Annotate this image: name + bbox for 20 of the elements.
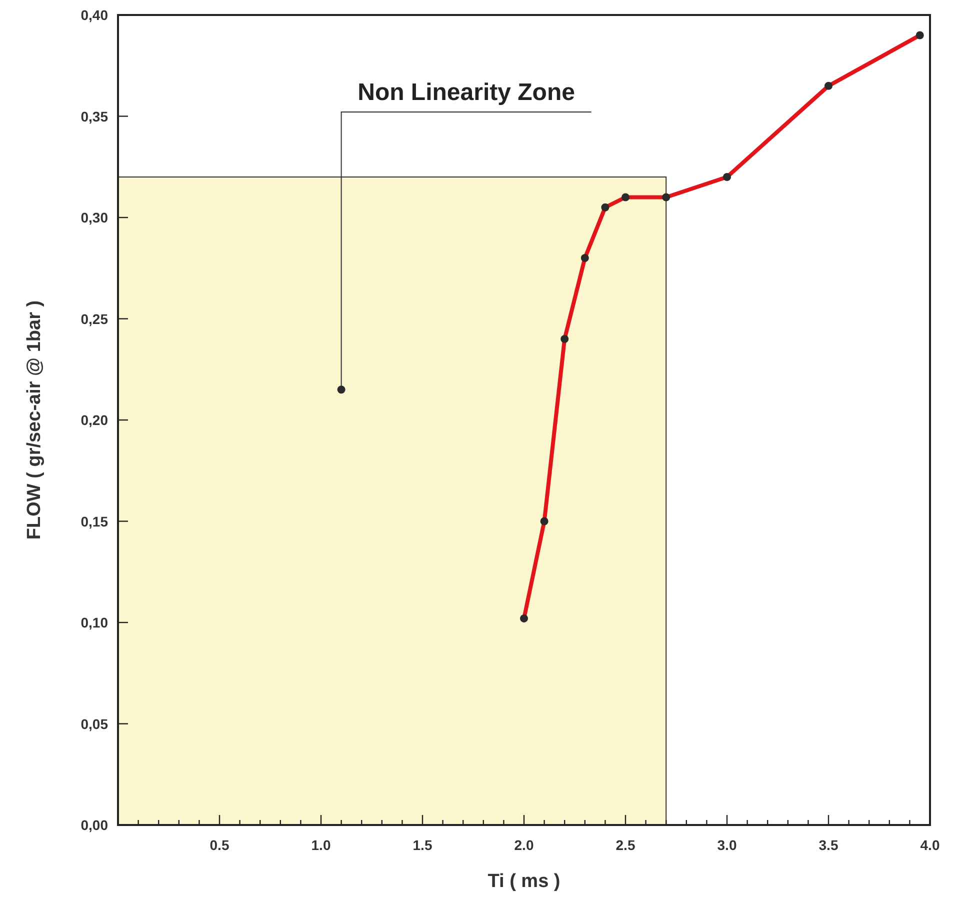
y-tick-label: 0,15: [80, 513, 108, 530]
y-tick-label: 0,10: [80, 614, 108, 630]
y-tick-label: 0,30: [80, 210, 108, 226]
x-axis-title: Ti ( ms ): [488, 871, 560, 892]
x-tick-label: 2.5: [616, 837, 636, 853]
x-tick-label: 0.5: [210, 837, 230, 853]
x-tick-label: 1.5: [412, 837, 432, 853]
x-tick-label: 1.0: [311, 837, 331, 853]
y-tick-label: 0,35: [80, 108, 108, 124]
y-tick-label: 0,00: [80, 817, 108, 833]
y-tick-label: 0,25: [80, 310, 108, 327]
y-tick-label: 0,20: [80, 412, 108, 428]
x-tick-label: 3.0: [717, 837, 737, 853]
annotation: Non Linearity Zone: [358, 79, 575, 106]
x-tick-label: 4.0: [920, 837, 940, 853]
x-tick-label: 2.0: [514, 837, 534, 853]
x-tick-label: 3.5: [818, 837, 838, 853]
y-tick-label: 0,05: [80, 716, 108, 732]
y-tick-label: 0,40: [80, 7, 108, 23]
y-axis-title: FLOW ( gr/sec-air @ 1bar ): [24, 300, 45, 540]
